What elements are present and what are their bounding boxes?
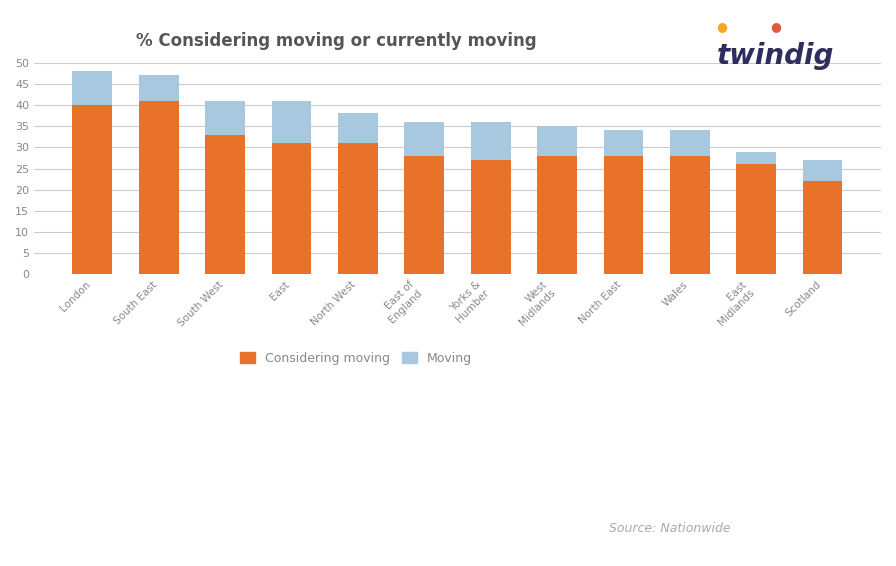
Bar <box>737 152 776 164</box>
Bar <box>205 135 246 275</box>
Bar <box>803 181 842 275</box>
Bar <box>73 71 112 105</box>
Bar <box>670 156 710 275</box>
Bar <box>139 75 178 101</box>
Legend: Considering moving, Moving: Considering moving, Moving <box>235 347 478 370</box>
Bar <box>338 114 378 143</box>
Bar <box>470 160 511 275</box>
Bar <box>338 143 378 275</box>
Bar <box>737 164 776 275</box>
Bar <box>604 156 643 275</box>
Text: ●: ● <box>717 20 728 33</box>
Bar <box>537 126 577 156</box>
Bar <box>404 122 444 156</box>
Bar <box>803 160 842 181</box>
Bar <box>670 130 710 156</box>
Text: % Considering moving or currently moving: % Considering moving or currently moving <box>135 32 536 50</box>
Bar <box>404 156 444 275</box>
Bar <box>205 101 246 135</box>
Bar <box>271 101 312 143</box>
Bar <box>470 122 511 160</box>
Bar <box>271 143 312 275</box>
Text: twindig: twindig <box>717 42 834 70</box>
Bar <box>139 101 178 275</box>
Bar <box>73 105 112 275</box>
Text: ●: ● <box>771 20 781 33</box>
Bar <box>604 130 643 156</box>
Text: Source: Nationwide: Source: Nationwide <box>609 522 731 535</box>
Bar <box>537 156 577 275</box>
